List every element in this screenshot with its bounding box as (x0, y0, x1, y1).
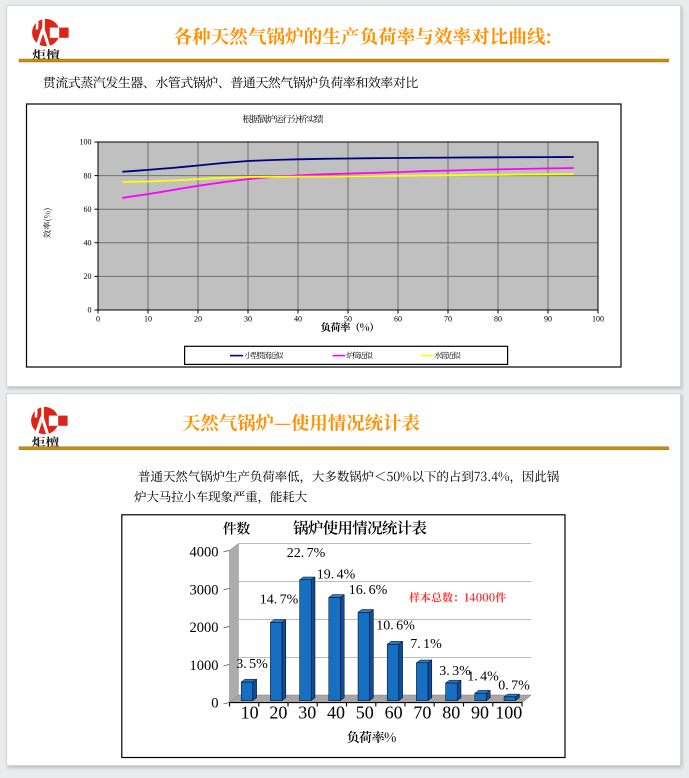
svg-text:50: 50 (344, 314, 352, 323)
svg-text:40: 40 (84, 239, 92, 248)
svg-text:0: 0 (96, 314, 100, 323)
svg-text:14.7%: 14. 7% (260, 593, 299, 608)
svg-text:0: 0 (88, 306, 92, 315)
svg-text:20: 20 (194, 314, 202, 323)
svg-text:3000: 3000 (190, 582, 219, 598)
svg-text:10: 10 (241, 703, 259, 723)
svg-text:70: 70 (444, 314, 452, 323)
svg-text:90: 90 (544, 314, 552, 323)
svg-text:0: 0 (211, 696, 218, 712)
svg-text:7.1%: 7. 1% (410, 637, 442, 652)
svg-text:80: 80 (84, 171, 92, 180)
svg-text:20: 20 (269, 703, 287, 723)
svg-text:100: 100 (495, 703, 522, 723)
svg-text:22.7%: 22. 7% (287, 546, 326, 561)
svg-text:10.6%: 10. 6% (376, 619, 415, 634)
svg-text:3.5%: 3. 5% (236, 657, 268, 672)
svg-text:10: 10 (144, 314, 152, 323)
svg-text:1000: 1000 (190, 658, 219, 674)
svg-text:0.7%: 0. 7% (498, 678, 530, 693)
svg-text:70: 70 (413, 703, 431, 723)
svg-text:20: 20 (84, 272, 92, 281)
svg-text:3.3%: 3. 3% (439, 664, 471, 679)
svg-text:30: 30 (244, 314, 252, 323)
svg-text:100: 100 (592, 314, 604, 323)
svg-text:60: 60 (84, 205, 92, 214)
svg-text:4000: 4000 (190, 545, 219, 561)
svg-text:2000: 2000 (190, 620, 219, 636)
svg-text:80: 80 (442, 703, 460, 723)
svg-text:60: 60 (394, 314, 402, 323)
svg-text:1.4%: 1. 4% (467, 670, 499, 685)
svg-text:40: 40 (294, 314, 302, 323)
svg-text:16.6%: 16. 6% (349, 583, 388, 598)
svg-text:100: 100 (80, 138, 92, 147)
svg-text:80: 80 (494, 314, 502, 323)
svg-text:90: 90 (471, 703, 489, 723)
svg-text:60: 60 (385, 703, 403, 723)
svg-text:50: 50 (356, 703, 374, 723)
svg-text:40: 40 (327, 703, 345, 723)
svg-text:19.4%: 19. 4% (317, 568, 356, 583)
svg-text:30: 30 (298, 703, 316, 723)
